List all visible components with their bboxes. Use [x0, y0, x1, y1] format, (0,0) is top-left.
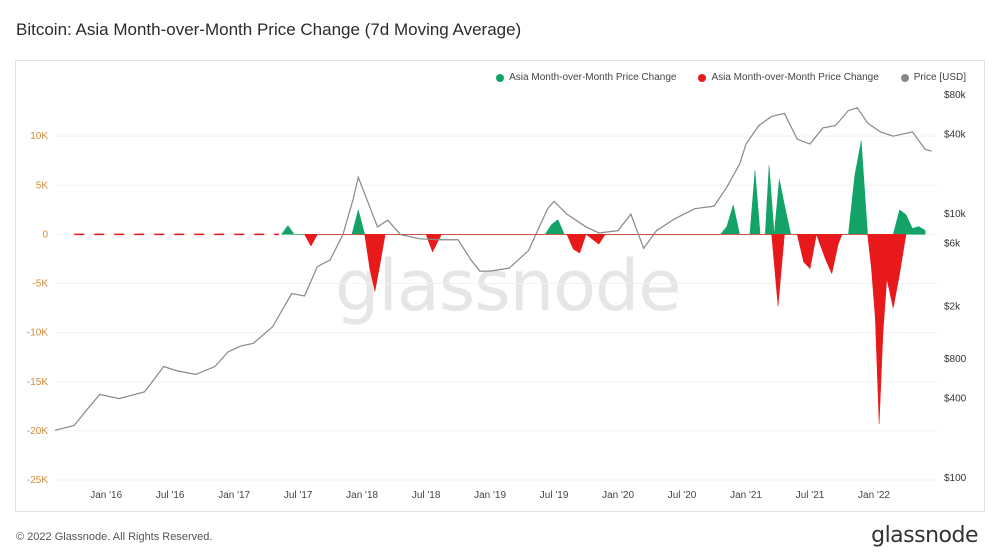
legend-dot-icon — [698, 73, 707, 82]
left-tick-label: -25K — [27, 475, 48, 486]
glassnode-logo[interactable]: glassnode — [871, 523, 978, 548]
right-tick-label: $40k — [944, 130, 967, 141]
right-tick-label: $100 — [944, 473, 967, 484]
x-tick-label: Jan '21 — [730, 490, 762, 501]
right-tick-label: $80k — [944, 90, 967, 101]
x-tick-label: Jul '19 — [540, 490, 569, 501]
x-tick-label: Jan '16 — [90, 490, 122, 501]
left-tick-label: -20K — [27, 426, 48, 437]
watermark: glassnode — [335, 245, 681, 327]
right-tick-label: $800 — [944, 354, 967, 365]
legend: Asia Month-over-Month Price Change Asia … — [496, 72, 966, 83]
left-tick-label: 5K — [36, 180, 49, 191]
left-tick-label: -5K — [32, 279, 48, 290]
right-tick-label: $10k — [944, 209, 967, 220]
right-tick-label: $6k — [944, 238, 961, 249]
x-tick-label: Jan '19 — [474, 490, 506, 501]
legend-label: Asia Month-over-Month Price Change — [711, 72, 879, 83]
x-tick-label: Jul '20 — [668, 490, 697, 501]
x-tick-label: Jan '17 — [218, 490, 250, 501]
left-tick-label: -10K — [27, 328, 48, 339]
legend-item-price[interactable]: Price [USD] — [900, 72, 966, 83]
price-line — [54, 107, 932, 431]
positive-change-area — [281, 140, 926, 235]
x-tick-label: Jan '22 — [858, 490, 890, 501]
x-tick-label: Jan '20 — [602, 490, 634, 501]
legend-dot-icon — [900, 73, 909, 82]
right-tick-label: $2k — [944, 301, 961, 312]
legend-label: Price [USD] — [913, 72, 966, 83]
chart-panel — [15, 60, 985, 512]
legend-item-positive[interactable]: Asia Month-over-Month Price Change — [496, 72, 676, 83]
chart-title: Bitcoin: Asia Month-over-Month Price Cha… — [16, 20, 522, 39]
x-tick-label: Jan '18 — [346, 490, 378, 501]
x-tick-label: Jul '16 — [156, 490, 185, 501]
left-tick-label: 0 — [42, 229, 48, 240]
copyright-text: © 2022 Glassnode. All Rights Reserved. — [16, 531, 213, 543]
negative-change-area — [304, 233, 907, 425]
legend-label: Asia Month-over-Month Price Change — [509, 72, 677, 83]
legend-item-negative[interactable]: Asia Month-over-Month Price Change — [698, 72, 879, 83]
x-tick-label: Jul '18 — [412, 490, 441, 501]
left-tick-label: 10K — [30, 131, 48, 142]
right-tick-label: $400 — [944, 394, 967, 405]
x-tick-label: Jul '21 — [796, 490, 825, 501]
legend-dot-icon — [496, 73, 505, 82]
left-tick-label: -15K — [27, 377, 48, 388]
x-tick-label: Jul '17 — [284, 490, 313, 501]
